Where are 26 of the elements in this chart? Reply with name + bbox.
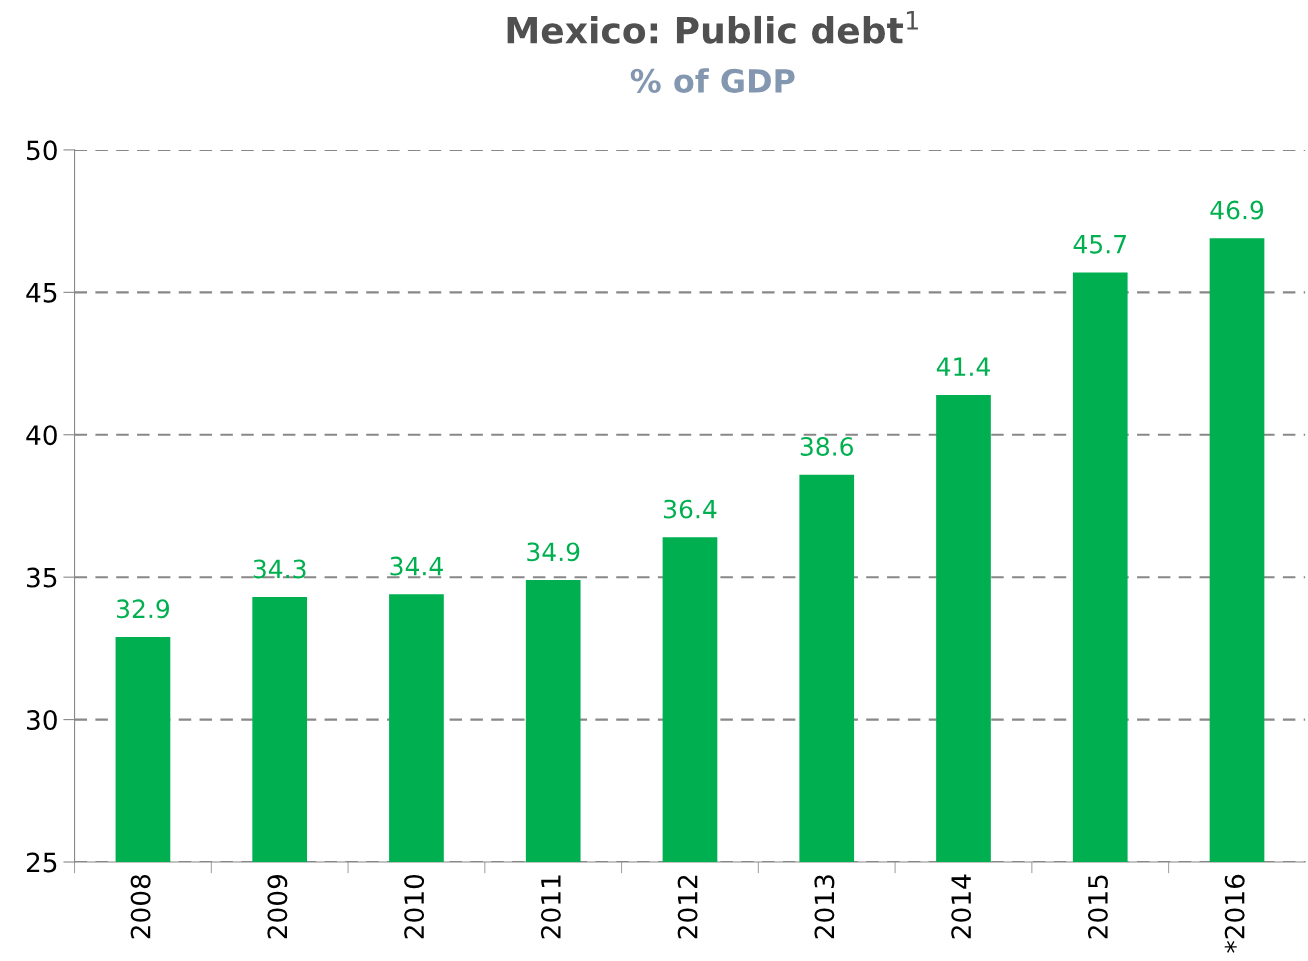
y-tick-label: 25 xyxy=(26,852,57,873)
x-tick-label: *2016 xyxy=(1224,874,1245,953)
x-tick-label: 2012 xyxy=(677,875,698,939)
x-tick-label: 2014 xyxy=(951,874,972,939)
data-label: 34.9 xyxy=(527,542,580,562)
data-label: 45.7 xyxy=(1073,235,1126,254)
data-label: 41.4 xyxy=(936,357,990,376)
chart-subtitle: % of GDP xyxy=(630,68,795,93)
data-label: 32.9 xyxy=(117,599,170,619)
x-tick-label: 2008 xyxy=(130,874,151,939)
data-label: 38.6 xyxy=(800,436,853,456)
y-tick-label: 35 xyxy=(27,567,57,588)
y-tick-label: 40 xyxy=(26,425,57,446)
data-label: 34.3 xyxy=(253,559,306,579)
x-tick-label: 2013 xyxy=(814,875,835,939)
x-tick-label: 2015 xyxy=(1087,875,1108,939)
y-tick-label: 30 xyxy=(27,710,57,730)
chart-title: Mexico: Public debt$^{1}$ xyxy=(507,11,918,44)
y-tick-label: 50 xyxy=(27,140,57,161)
x-tick-label: 2010 xyxy=(404,874,425,939)
data-label: 46.9 xyxy=(1210,200,1264,220)
x-tick-label: 2011 xyxy=(540,875,561,939)
data-label: 34.4 xyxy=(390,556,443,576)
data-label: 36.4 xyxy=(664,499,717,519)
y-tick-label: 45 xyxy=(26,283,57,303)
x-tick-label: 2009 xyxy=(267,874,288,939)
